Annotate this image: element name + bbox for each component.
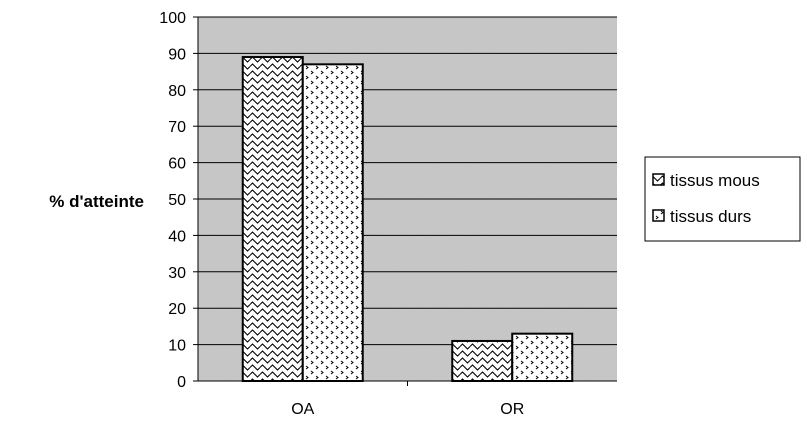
- legend-items: tissus mous tissus durs: [652, 171, 760, 226]
- legend: tissus mous tissus durs: [644, 156, 801, 242]
- legend-label: tissus durs: [670, 207, 751, 226]
- y-tick-label: 90: [168, 46, 186, 63]
- y-tick-label: 30: [168, 265, 186, 282]
- bar-or-1: [451, 339, 514, 382]
- y-axis-label: % d'atteinte: [49, 192, 144, 211]
- y-axis-ticks: 0 10 20 30 40 50 60 70 80 90 100: [159, 10, 198, 391]
- y-tick-label: 0: [177, 374, 186, 391]
- y-tick-label: 50: [168, 192, 186, 209]
- legend-label: tissus mous: [670, 171, 760, 190]
- x-tick-label: OR: [500, 401, 524, 418]
- y-tick-label: 80: [168, 83, 186, 100]
- legend-swatch: [652, 209, 665, 222]
- bar-oa-1: [241, 56, 304, 382]
- plot-area: 0 10 20 30 40 50 60 70 80 90 100 OA OR: [159, 10, 617, 418]
- y-tick-label: 70: [168, 119, 186, 136]
- y-tick-label: 10: [168, 338, 186, 355]
- bar-oa-2: [301, 63, 364, 382]
- bar-or-2: [511, 332, 574, 382]
- x-tick-label: OA: [291, 401, 314, 418]
- y-tick-label: 20: [168, 301, 186, 318]
- y-tick-label: 100: [159, 10, 186, 27]
- y-tick-label: 60: [168, 156, 186, 173]
- legend-swatch: [652, 173, 665, 186]
- x-axis-ticks: OA OR: [291, 381, 524, 418]
- y-tick-label: 40: [168, 228, 186, 245]
- legend-box: [644, 156, 801, 242]
